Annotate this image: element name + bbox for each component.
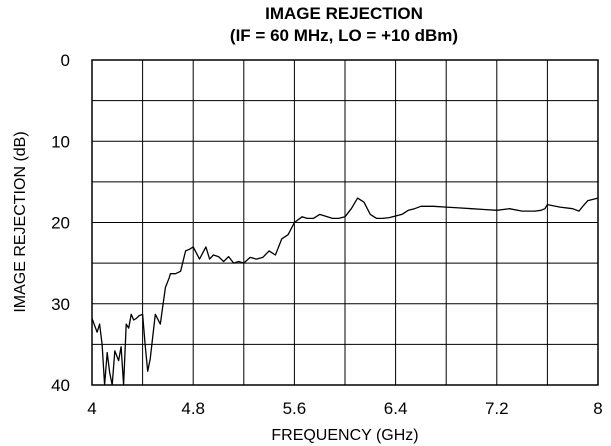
x-tick-label: 4 [87, 399, 96, 418]
x-tick-label: 8 [593, 399, 602, 418]
x-axis-label: FREQUENCY (GHz) [271, 427, 418, 444]
y-tick-label: 10 [51, 132, 70, 151]
grid [92, 60, 598, 385]
y-tick-labels: 0 10 20 30 40 [51, 51, 70, 395]
chart-title: IMAGE REJECTION [265, 4, 423, 23]
y-axis-label: IMAGE REJECTION (dB) [12, 131, 29, 312]
y-tick-label: 20 [51, 214, 70, 233]
y-tick-label: 40 [51, 376, 70, 395]
x-tick-labels: 4 4.8 5.6 6.4 7.2 8 [87, 399, 602, 418]
y-tick-label: 0 [61, 51, 70, 70]
plot-area [91, 197, 599, 386]
x-tick-label: 7.2 [485, 399, 509, 418]
x-tick-label: 6.4 [384, 399, 408, 418]
x-tick-label: 4.8 [181, 399, 205, 418]
chart-subtitle: (IF = 60 MHz, LO = +10 dBm) [230, 26, 458, 45]
series-line [91, 197, 599, 386]
y-tick-label: 30 [51, 295, 70, 314]
plot-frame [91, 59, 599, 386]
x-tick-label: 5.6 [283, 399, 307, 418]
